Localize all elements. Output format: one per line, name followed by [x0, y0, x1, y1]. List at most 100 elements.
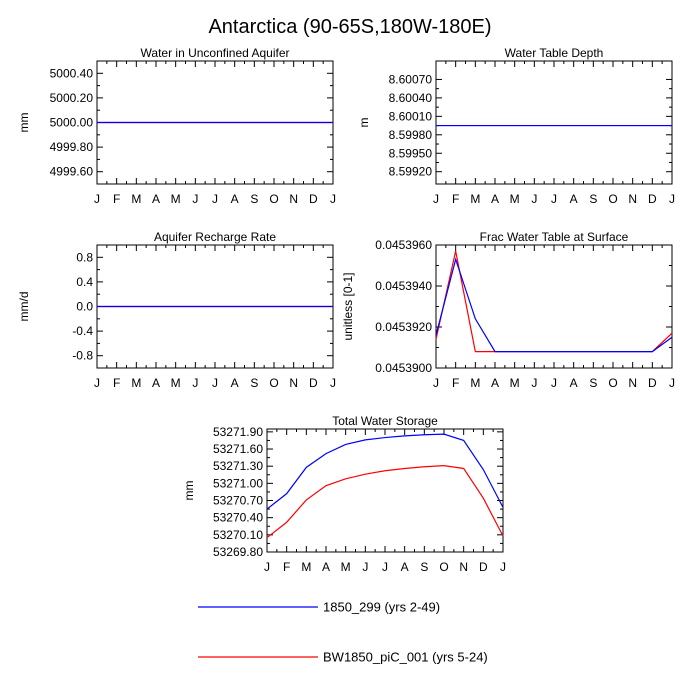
x-tick-label: S [250, 376, 258, 390]
y-tick-label: 53271.60 [213, 442, 263, 456]
x-tick-label: N [628, 192, 637, 206]
y-axis-label: mm/d [17, 292, 31, 322]
y-tick-label: 8.60070 [389, 72, 433, 86]
panel-title: Water Table Depth [505, 46, 604, 60]
x-tick-label: A [401, 560, 409, 574]
legend-label: 1850_299 (yrs 2-49) [323, 600, 440, 615]
x-tick-label: M [131, 192, 141, 206]
x-tick-label: N [459, 560, 468, 574]
series-line-1 [266, 433, 504, 510]
x-tick-label: J [531, 192, 537, 206]
y-tick-label: 53270.70 [213, 494, 263, 508]
x-tick-label: F [283, 560, 290, 574]
x-tick-label: D [309, 376, 318, 390]
x-tick-label: J [382, 560, 388, 574]
y-tick-label: 8.60040 [389, 91, 433, 105]
x-tick-label: J [669, 376, 675, 390]
x-tick-label: J [192, 376, 198, 390]
y-tick-label: 53270.40 [213, 511, 263, 525]
x-tick-label: F [452, 192, 459, 206]
x-tick-label: S [589, 376, 597, 390]
x-tick-label: A [491, 376, 499, 390]
x-tick-label: J [330, 376, 336, 390]
x-tick-label: J [212, 376, 218, 390]
panel-title: Aquifer Recharge Rate [154, 230, 276, 244]
y-tick-label: 53271.30 [213, 459, 263, 473]
series-line-2 [266, 465, 504, 539]
x-tick-label: M [470, 192, 480, 206]
y-tick-label: 4999.60 [50, 165, 94, 179]
x-tick-label: S [589, 192, 597, 206]
y-tick-label: -0.8 [72, 349, 93, 363]
x-tick-label: J [551, 192, 557, 206]
legend: 1850_299 (yrs 2-49) BW1850_piC_001 (yrs 5… [198, 600, 488, 665]
x-tick-label: O [269, 376, 278, 390]
y-tick-label: 53269.80 [213, 545, 263, 559]
y-axis-label: mm [182, 481, 196, 501]
y-tick-label: 8.59920 [389, 165, 433, 179]
x-tick-label: M [510, 192, 520, 206]
x-tick-label: J [551, 376, 557, 390]
x-tick-label: J [433, 192, 439, 206]
x-tick-label: A [322, 560, 330, 574]
x-tick-label: F [452, 376, 459, 390]
x-tick-label: D [479, 560, 488, 574]
figure-title: Antarctica (90-65S,180W-180E) [208, 16, 491, 38]
panel-title: Water in Unconfined Aquifer [141, 46, 290, 60]
x-tick-label: O [269, 192, 278, 206]
x-tick-label: A [491, 192, 499, 206]
panel-title: Total Water Storage [332, 414, 438, 428]
x-tick-label: S [420, 560, 428, 574]
y-tick-label: -0.4 [72, 324, 93, 338]
x-tick-label: J [212, 192, 218, 206]
series-line-1 [435, 257, 673, 353]
y-tick-label: 0.4 [76, 275, 93, 289]
x-tick-label: O [608, 376, 617, 390]
x-tick-label: D [648, 192, 657, 206]
x-tick-label: A [152, 192, 160, 206]
x-tick-label: D [309, 192, 318, 206]
x-tick-label: M [171, 192, 181, 206]
y-tick-label: 0.0453960 [375, 238, 432, 252]
x-tick-label: N [628, 376, 637, 390]
x-tick-label: J [433, 376, 439, 390]
y-axis-label: unitless [0-1] [341, 272, 355, 340]
x-tick-label: J [669, 192, 675, 206]
y-axis-label: m [357, 118, 371, 128]
x-tick-label: A [570, 376, 578, 390]
plot-frame [435, 60, 673, 185]
x-tick-label: J [531, 376, 537, 390]
x-tick-label: A [231, 192, 239, 206]
x-tick-label: M [470, 376, 480, 390]
y-tick-label: 0.0 [76, 300, 93, 314]
y-axis-label: mm [17, 113, 31, 133]
x-tick-label: J [94, 192, 100, 206]
x-tick-label: J [264, 560, 270, 574]
series-line-2 [435, 251, 673, 353]
y-tick-label: 53271.00 [213, 476, 263, 490]
y-tick-label: 5000.20 [50, 91, 94, 105]
x-tick-label: N [289, 376, 298, 390]
y-tick-label: 0.0453940 [375, 279, 432, 293]
x-tick-label: J [500, 560, 506, 574]
x-tick-label: J [362, 560, 368, 574]
y-tick-label: 8.59980 [389, 128, 433, 142]
y-tick-label: 5000.00 [50, 116, 94, 130]
x-tick-label: N [289, 192, 298, 206]
x-tick-label: S [250, 192, 258, 206]
y-tick-label: 8.60010 [389, 109, 433, 123]
x-tick-label: M [131, 376, 141, 390]
x-tick-label: O [608, 192, 617, 206]
y-tick-label: 8.59950 [389, 146, 433, 160]
y-tick-label: 4999.80 [50, 140, 94, 154]
x-tick-label: J [192, 192, 198, 206]
y-tick-label: 0.0453900 [375, 361, 432, 375]
x-tick-label: M [341, 560, 351, 574]
x-tick-label: A [231, 376, 239, 390]
x-tick-label: F [113, 192, 120, 206]
